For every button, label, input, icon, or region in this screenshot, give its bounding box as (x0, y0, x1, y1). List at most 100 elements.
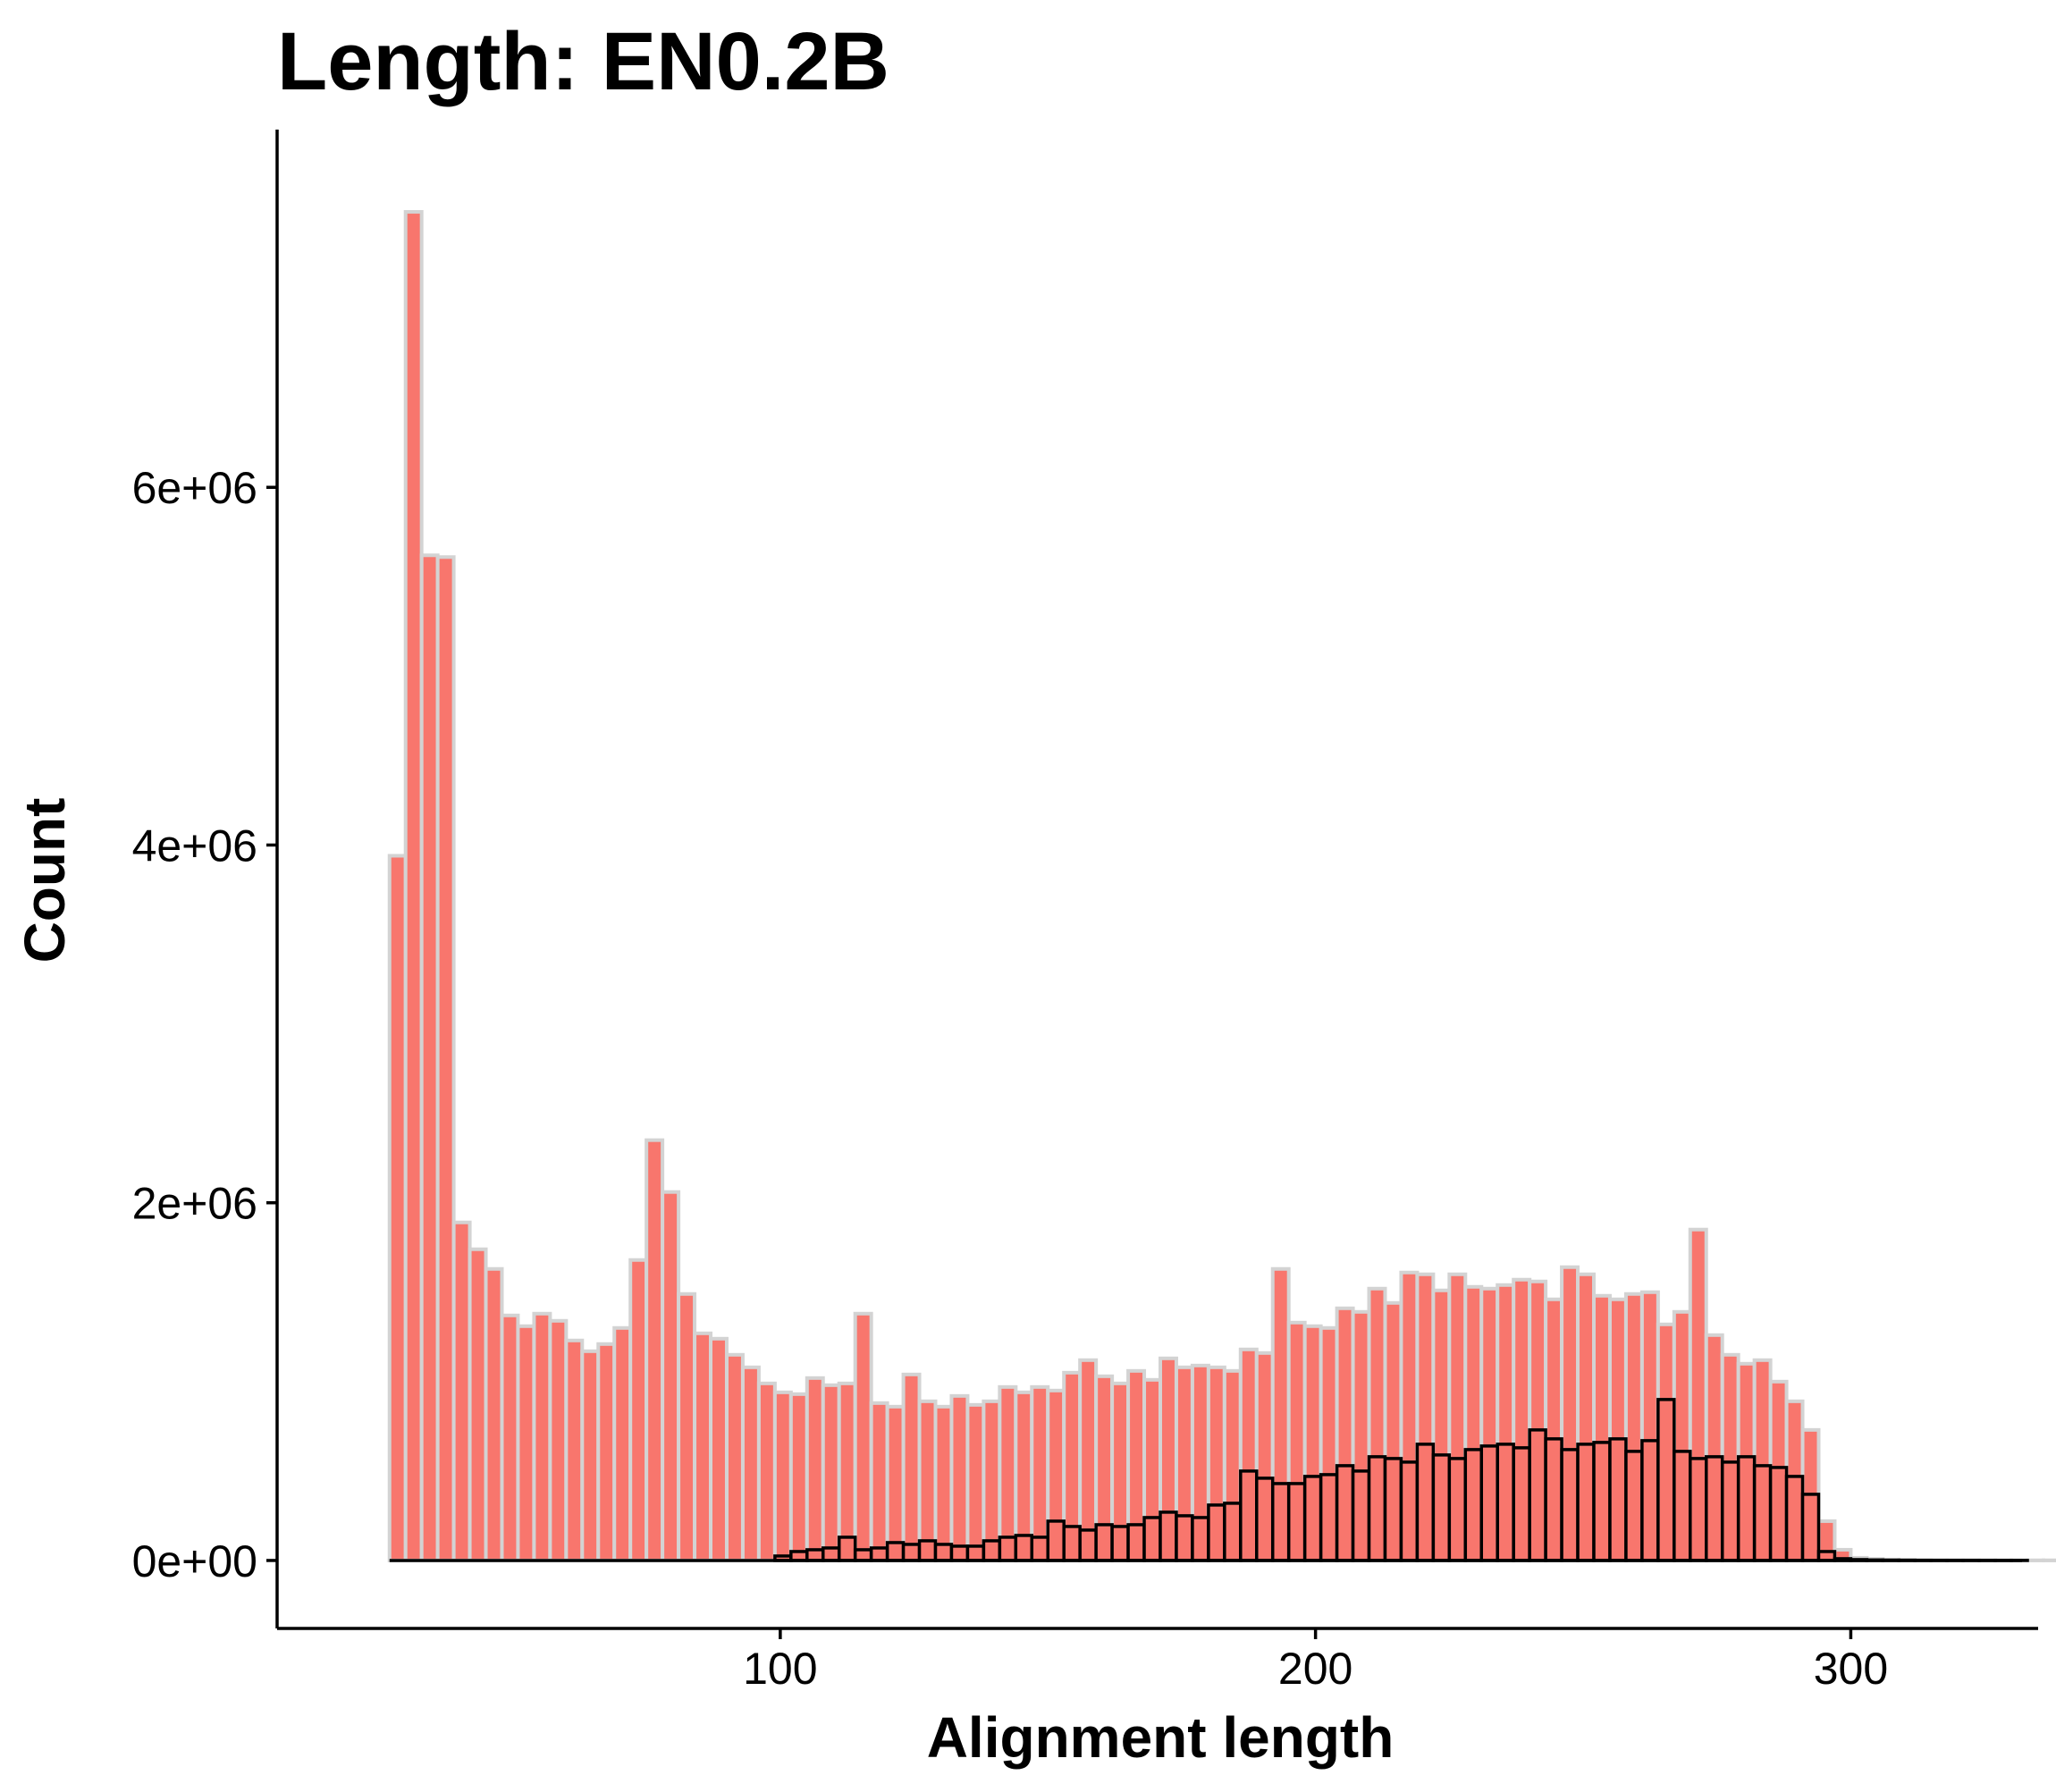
bar-subset-63 (1787, 1477, 1803, 1561)
bar-subset-61 (1755, 1466, 1771, 1561)
bar-all-12 (582, 1351, 598, 1561)
x-axis-label: Alignment length (927, 1705, 1395, 1770)
bar-subset-52 (1610, 1439, 1626, 1561)
bar-subset-46 (1513, 1448, 1529, 1561)
bar-subset-2 (807, 1550, 823, 1561)
bar-subset-10 (936, 1544, 952, 1561)
bar-all-5 (470, 1249, 486, 1561)
bar-subset-23 (1144, 1518, 1160, 1561)
bar-all-14 (614, 1328, 630, 1561)
x-tick-label-2: 300 (1814, 1644, 1888, 1694)
y-tick-label-3: 6e+06 (132, 463, 257, 513)
bar-subset-29 (1241, 1471, 1257, 1561)
bar-all-10 (550, 1321, 566, 1561)
bar-subset-41 (1433, 1455, 1449, 1561)
bar-subset-16 (1032, 1537, 1048, 1561)
bar-subset-11 (951, 1546, 967, 1561)
bar-all-22 (743, 1367, 759, 1561)
bar-subset-62 (1771, 1468, 1787, 1561)
bar-subset-32 (1289, 1484, 1305, 1561)
bar-all-0 (390, 855, 406, 1560)
y-tick-label-0: 0e+00 (132, 1536, 257, 1586)
bar-subset-36 (1353, 1471, 1369, 1561)
bar-subset-59 (1723, 1462, 1739, 1561)
bar-subset-51 (1594, 1443, 1610, 1561)
bar-subset-21 (1112, 1527, 1128, 1561)
bar-subset-58 (1706, 1457, 1723, 1561)
bar-all-2 (422, 555, 438, 1561)
bar-all-32 (904, 1375, 920, 1561)
bar-all-1 (406, 212, 422, 1561)
bar-subset-6 (872, 1548, 888, 1561)
chart-title: Length: EN0.2B (277, 16, 889, 107)
bar-all-18 (678, 1294, 695, 1561)
bar-subset-13 (983, 1541, 999, 1561)
bar-subset-26 (1192, 1518, 1209, 1561)
bar-all-36 (967, 1405, 983, 1561)
y-tick-label-2: 4e+06 (132, 820, 257, 871)
bar-subset-22 (1128, 1525, 1144, 1561)
bar-all-28 (839, 1384, 855, 1561)
y-axis-label: Count (13, 798, 77, 963)
bar-subset-12 (967, 1546, 983, 1561)
bar-subset-27 (1209, 1505, 1225, 1561)
bar-subset-5 (855, 1550, 872, 1561)
bar-all-11 (566, 1341, 582, 1561)
bar-subset-30 (1257, 1478, 1273, 1561)
bar-all-26 (807, 1378, 823, 1561)
bar-subset-45 (1497, 1444, 1513, 1561)
bars-all-series (390, 212, 2056, 1561)
bar-all-25 (791, 1394, 807, 1561)
bar-all-9 (534, 1314, 550, 1561)
bar-all-4 (454, 1223, 470, 1561)
bar-subset-60 (1739, 1457, 1755, 1561)
bar-subset-55 (1658, 1400, 1674, 1561)
bar-subset-24 (1160, 1512, 1176, 1561)
bar-all-35 (951, 1396, 967, 1561)
bar-subset-37 (1369, 1457, 1386, 1561)
bar-all-7 (501, 1316, 518, 1561)
bar-all-40 (1032, 1387, 1048, 1561)
bar-subset-15 (1015, 1535, 1032, 1561)
bar-subset-56 (1674, 1451, 1690, 1561)
bar-all-20 (711, 1339, 727, 1561)
bar-all-13 (598, 1344, 614, 1561)
bar-subset-17 (1048, 1521, 1064, 1561)
y-tick-label-1: 2e+06 (132, 1179, 257, 1229)
bar-subset-50 (1578, 1444, 1594, 1561)
bar-all-27 (823, 1385, 839, 1561)
bar-all-16 (646, 1140, 662, 1561)
bar-all-33 (920, 1401, 936, 1561)
bar-subset-64 (1803, 1494, 1819, 1561)
bar-subset-4 (839, 1537, 855, 1561)
x-tick-label-1: 200 (1278, 1644, 1352, 1694)
bar-subset-25 (1176, 1516, 1192, 1561)
bar-subset-40 (1417, 1444, 1433, 1561)
bar-subset-3 (823, 1548, 839, 1561)
bar-subset-34 (1321, 1475, 1337, 1561)
bar-all-3 (438, 557, 454, 1561)
bar-all-21 (727, 1355, 743, 1561)
bar-subset-9 (920, 1541, 936, 1561)
bar-subset-49 (1562, 1450, 1578, 1561)
bar-all-17 (662, 1192, 678, 1561)
bar-subset-19 (1080, 1530, 1096, 1561)
bar-all-31 (888, 1407, 904, 1561)
bar-all-34 (936, 1407, 952, 1561)
bar-all-38 (999, 1387, 1015, 1561)
bar-subset-18 (1064, 1527, 1080, 1561)
bar-subset-7 (888, 1543, 904, 1561)
bar-subset-33 (1305, 1477, 1321, 1561)
bar-subset-57 (1690, 1459, 1706, 1561)
x-tick-label-0: 100 (743, 1644, 817, 1694)
bar-subset-44 (1481, 1446, 1497, 1561)
bar-subset-20 (1096, 1525, 1112, 1561)
bar-all-37 (983, 1401, 999, 1561)
bar-all-29 (855, 1314, 872, 1561)
bar-subset-53 (1626, 1451, 1642, 1561)
bar-subset-47 (1529, 1430, 1546, 1561)
bar-subset-54 (1642, 1441, 1658, 1561)
bar-subset-43 (1465, 1450, 1481, 1561)
